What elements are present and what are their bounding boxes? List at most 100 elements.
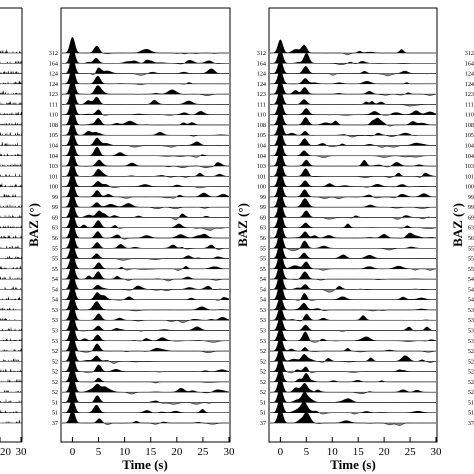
- trace-positive-fill: [270, 201, 436, 218]
- trace-positive-fill: [0, 409, 22, 413]
- trace-negative-fill: [62, 166, 229, 168]
- left-panel-traces: [0, 49, 22, 424]
- baz-label: 124: [49, 81, 58, 88]
- baz-label: 53: [52, 317, 58, 324]
- trace-line: [270, 69, 436, 85]
- baz-label: 101: [465, 173, 474, 180]
- baz-label: 53: [52, 338, 58, 345]
- baz-label: 52: [468, 379, 474, 386]
- trace-line: [62, 385, 229, 405]
- trace-negative-fill: [270, 135, 436, 138]
- trace-negative-fill: [270, 207, 436, 209]
- trace-positive-fill: [62, 233, 229, 249]
- baz-label: 55: [260, 256, 266, 263]
- trace-line: [62, 243, 230, 261]
- middle-panel-x-title: Time (s): [122, 457, 168, 472]
- baz-label: 51: [52, 410, 58, 417]
- trace-positive-fill: [0, 131, 22, 136]
- baz-label: 55: [260, 245, 266, 252]
- trace-positive-fill: [0, 193, 22, 197]
- baz-label: 52: [468, 348, 474, 355]
- baz-label: 111: [465, 101, 474, 108]
- baz-label: 54: [52, 286, 58, 293]
- trace-negative-fill: [270, 423, 436, 426]
- baz-label: 52: [260, 389, 266, 396]
- baz-label: 108: [257, 122, 266, 129]
- trace-positive-fill: [0, 326, 22, 331]
- trace-line: [270, 337, 437, 353]
- baz-label: 164: [49, 60, 58, 67]
- trace-positive-fill: [270, 296, 436, 310]
- middle-panel-frame: [60, 7, 231, 443]
- trace-line: [62, 314, 229, 332]
- trace-line: [61, 97, 229, 116]
- baz-label: 51: [468, 399, 474, 406]
- baz-label: 108: [49, 122, 58, 129]
- baz-label: 52: [52, 358, 58, 365]
- x-tick-label: 10: [327, 446, 339, 458]
- baz-label: 53: [260, 317, 266, 324]
- x-tick-label: 25: [405, 446, 417, 458]
- baz-label: 104: [465, 153, 474, 160]
- baz-label: 56: [468, 235, 474, 242]
- trace-line: [270, 262, 436, 281]
- baz-label: 110: [465, 112, 474, 119]
- baz-label: 51: [260, 410, 266, 417]
- baz-label: 101: [49, 173, 58, 180]
- baz-label: 101: [257, 173, 266, 180]
- baz-label: 54: [468, 276, 474, 283]
- trace-positive-fill: [0, 141, 22, 146]
- trace-positive-fill: [0, 172, 22, 177]
- baz-label: 104: [257, 153, 266, 160]
- trace-positive-fill: [0, 49, 22, 53]
- baz-label: 53: [260, 307, 266, 314]
- baz-label: 55: [52, 245, 58, 252]
- baz-label: 52: [52, 369, 58, 376]
- baz-label: 103: [257, 163, 266, 170]
- trace-negative-fill: [270, 196, 436, 199]
- trace-negative-fill: [62, 248, 229, 250]
- trace-positive-fill: [62, 345, 229, 362]
- baz-label: 69: [52, 214, 58, 221]
- baz-label: 52: [468, 369, 474, 376]
- baz-label: 99: [52, 204, 58, 211]
- trace-positive-fill: [0, 368, 22, 372]
- trace-positive-fill: [62, 108, 229, 125]
- x-tick-label: 20: [0, 446, 12, 458]
- far-right-panel: BAZ (°) 312 164 124 124 123 111 110 108 105 104 10…: [450, 50, 474, 427]
- baz-label: 123: [257, 91, 266, 98]
- baz-label: 53: [52, 307, 58, 314]
- baz-label: 53: [468, 307, 474, 314]
- far-right-panel-baz-labels: 312 164 124 124 123 111 110 108 105 104 104 103 101 1…: [465, 50, 474, 427]
- baz-label: 124: [257, 81, 266, 88]
- trace-line: [270, 211, 437, 230]
- baz-label: 52: [468, 358, 474, 365]
- baz-label: 63: [260, 225, 266, 232]
- x-tick-label: 30: [224, 446, 236, 458]
- trace-positive-fill: [0, 69, 22, 74]
- baz-label: 123: [49, 91, 58, 98]
- trace-line: [62, 142, 229, 158]
- baz-label: 123: [465, 91, 474, 98]
- trace-line: [269, 282, 436, 301]
- right-panel-baz-labels: 312 164 124 124 123 111 110 108 105 104 104 103 101 1…: [257, 50, 266, 427]
- baz-label: 53: [468, 317, 474, 324]
- trace-positive-fill: [270, 377, 436, 393]
- baz-label: 104: [49, 153, 58, 160]
- left-panel: 20 30: [0, 7, 27, 458]
- trace-positive-fill: [62, 253, 229, 269]
- x-tick-label: 30: [431, 446, 443, 458]
- trace-positive-fill: [270, 191, 436, 208]
- baz-label: 111: [257, 101, 266, 108]
- middle-panel-baz-labels: 312 164 124 124 123 111 110 108 105 104 104 103 101 1…: [49, 50, 58, 427]
- baz-label: 63: [52, 225, 58, 232]
- baz-label: 55: [468, 266, 474, 273]
- trace-positive-fill: [0, 347, 22, 352]
- trace-positive-fill: [270, 367, 436, 382]
- baz-label: 124: [465, 81, 474, 88]
- x-tick-label: 10: [119, 446, 131, 458]
- baz-label: 69: [468, 214, 474, 221]
- x-tick-label: 5: [304, 446, 310, 458]
- trace-positive-fill: [270, 171, 436, 187]
- trace-positive-fill: [62, 243, 229, 259]
